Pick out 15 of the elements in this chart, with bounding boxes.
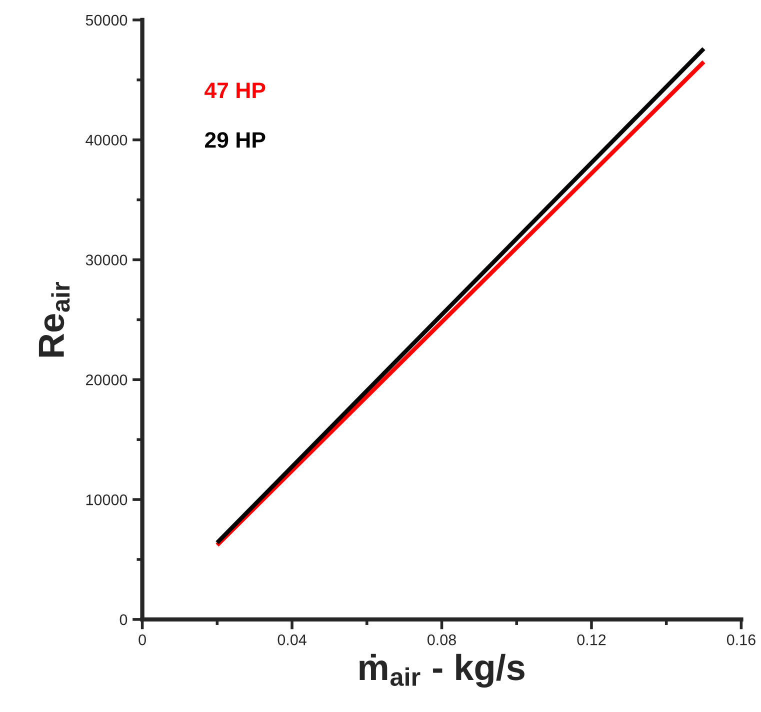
y-tick-label: 30000 xyxy=(86,254,128,266)
y-tick-label: 0 xyxy=(120,614,128,626)
y-tick-label: 10000 xyxy=(86,494,128,506)
y-tick-label: 50000 xyxy=(86,14,128,26)
x-tick-label: 0.04 xyxy=(278,634,306,646)
x-tick-label: 0.16 xyxy=(726,634,756,646)
y-tick-label: 20000 xyxy=(86,374,128,386)
x-tick-label: 0 xyxy=(138,634,146,646)
y-axis-title: Re$_{air}$ xyxy=(38,282,70,357)
y-tick-label: 40000 xyxy=(86,134,128,146)
x-tick-label: 0.08 xyxy=(427,634,456,646)
text: 47 HP xyxy=(204,82,266,98)
x-axis-title: ṁ$_{air}$ - kg/s xyxy=(360,654,524,688)
text: 29 HP xyxy=(205,132,266,148)
x-tick-label: 0.12 xyxy=(577,634,606,646)
